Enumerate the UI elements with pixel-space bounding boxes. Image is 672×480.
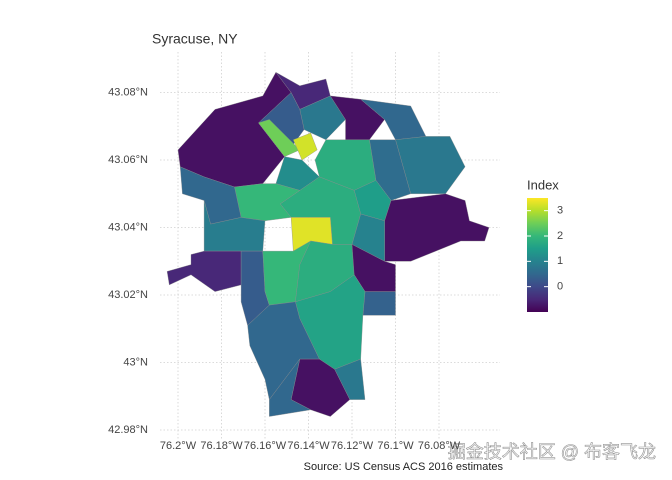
- x-tick-label: 76.1°W: [377, 440, 414, 452]
- y-tick-label: 43.02°N: [108, 289, 148, 301]
- y-tick-label: 43°N: [123, 356, 148, 368]
- watermark: 掘金技术社区 @ 布客飞龙: [448, 442, 656, 462]
- tract: [166, 250, 242, 292]
- y-tick-label: 42.98°N: [108, 424, 148, 436]
- chart-title: Syracuse, NY: [152, 31, 238, 47]
- legend-tick-label: 3: [557, 205, 563, 217]
- legend-title: Index: [527, 177, 559, 192]
- legend-tick-label: 1: [557, 255, 563, 267]
- x-tick-label: 76.14°W: [287, 440, 330, 452]
- tract: [384, 193, 490, 262]
- x-tick-label: 76.08°W: [418, 440, 461, 452]
- x-tick-label: 76.18°W: [200, 440, 243, 452]
- colorbar: [527, 198, 548, 312]
- x-tick-label: 76.2°W: [160, 440, 197, 452]
- tract: [293, 132, 318, 161]
- x-tick-label: 76.16°W: [244, 440, 287, 452]
- tract: [269, 358, 311, 417]
- y-tick-label: 43.06°N: [108, 154, 148, 166]
- x-tick-label: 76.12°W: [331, 440, 374, 452]
- legend-tick-label: 2: [557, 230, 563, 242]
- y-tick-label: 43.04°N: [108, 221, 148, 233]
- caption: Source: US Census ACS 2016 estimates: [304, 461, 504, 473]
- y-tick-label: 43.08°N: [108, 86, 148, 98]
- tract: [362, 291, 396, 316]
- legend-tick-label: 0: [557, 281, 563, 293]
